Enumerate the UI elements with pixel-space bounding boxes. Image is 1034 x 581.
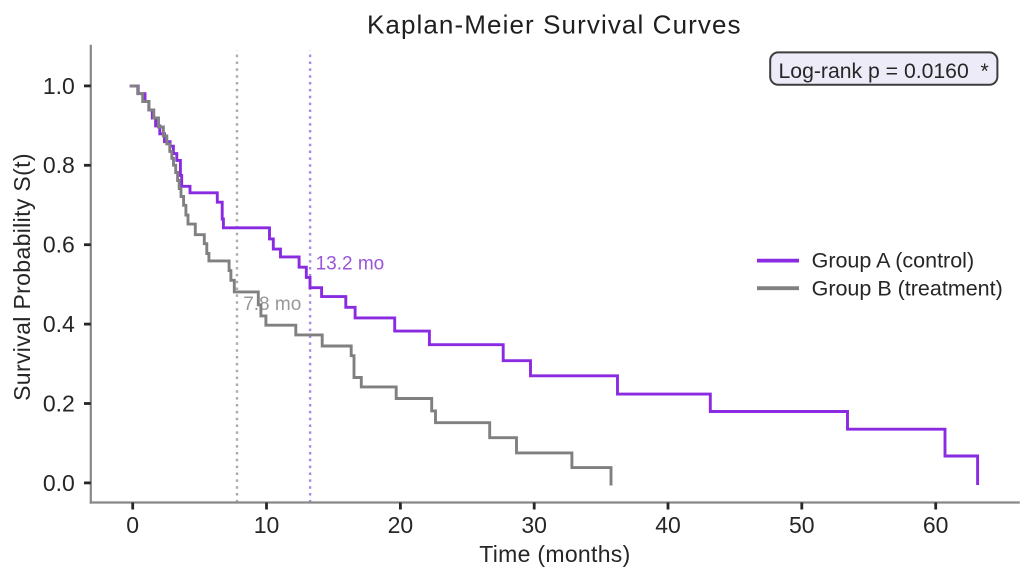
svg-text:60: 60 [923, 512, 949, 538]
svg-text:0.0: 0.0 [43, 470, 75, 496]
svg-text:0: 0 [126, 512, 139, 538]
svg-text:40: 40 [655, 512, 681, 538]
svg-text:Log-rank p = 0.0160 *: Log-rank p = 0.0160 * [779, 60, 989, 83]
svg-text:Kaplan-Meier Survival Curves: Kaplan-Meier Survival Curves [367, 10, 742, 40]
svg-text:30: 30 [521, 512, 547, 538]
svg-text:Survival Probability S(t): Survival Probability S(t) [9, 153, 35, 401]
svg-text:20: 20 [388, 512, 414, 538]
svg-text:10: 10 [254, 512, 280, 538]
svg-text:13.2 mo: 13.2 mo [316, 254, 385, 275]
svg-text:1.0: 1.0 [43, 73, 75, 99]
svg-text:Group B (treatment): Group B (treatment) [812, 276, 1003, 300]
svg-text:7.8 mo: 7.8 mo [243, 294, 301, 315]
svg-text:0.8: 0.8 [43, 152, 75, 178]
svg-text:Group A (control): Group A (control) [812, 249, 975, 273]
svg-text:0.6: 0.6 [43, 232, 75, 258]
svg-text:50: 50 [789, 512, 815, 538]
svg-text:Time (months): Time (months) [479, 541, 630, 567]
svg-text:0.4: 0.4 [43, 311, 75, 337]
svg-text:0.2: 0.2 [43, 390, 75, 416]
